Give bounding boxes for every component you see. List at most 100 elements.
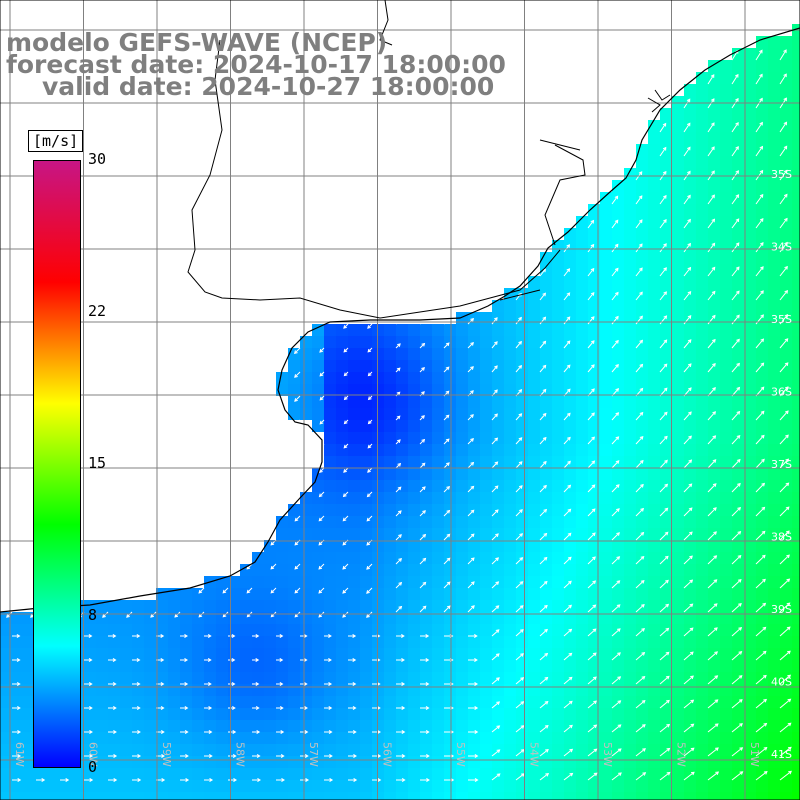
- wind-arrow: [779, 265, 788, 277]
- field-cell: [384, 444, 396, 456]
- field-cell: [648, 300, 660, 312]
- wind-arrow: [563, 484, 572, 493]
- field-cell: [744, 564, 756, 576]
- field-cell: [636, 708, 648, 720]
- field-cell: [552, 300, 564, 312]
- field-cell: [300, 792, 312, 800]
- field-cell: [144, 660, 156, 672]
- field-cell: [408, 540, 420, 552]
- field-cell: [324, 648, 336, 660]
- field-cell: [612, 516, 624, 528]
- field-cell: [288, 672, 300, 684]
- wind-arrow: [132, 730, 141, 734]
- wind-arrow: [563, 700, 573, 709]
- field-cell: [720, 132, 732, 144]
- field-cell: [744, 660, 756, 672]
- wind-arrow: [372, 706, 381, 710]
- wind-arrow: [539, 773, 550, 781]
- field-cell: [312, 708, 324, 720]
- field-cell: [456, 708, 468, 720]
- wind-arrow: [108, 634, 117, 638]
- field-cell: [792, 312, 800, 324]
- field-cell: [648, 336, 660, 348]
- field-cell: [648, 444, 660, 456]
- field-cell: [540, 540, 552, 552]
- coastline: [0, 27, 800, 613]
- field-cell: [240, 744, 252, 756]
- field-cell: [768, 204, 780, 216]
- wind-arrow: [300, 658, 308, 662]
- wind-arrow: [755, 410, 765, 421]
- field-cell: [792, 468, 800, 480]
- field-cell: [348, 360, 360, 372]
- field-cell: [672, 120, 684, 132]
- field-cell: [624, 348, 636, 360]
- field-cell: [588, 516, 600, 528]
- field-cell: [336, 432, 348, 444]
- field-cell: [480, 576, 492, 588]
- wind-arrow: [635, 195, 643, 205]
- field-cell: [396, 768, 408, 780]
- field-cell: [672, 672, 684, 684]
- wind-arrow: [539, 556, 548, 565]
- field-cell: [648, 240, 660, 252]
- field-cell: [696, 492, 708, 504]
- field-cell: [588, 780, 600, 792]
- field-cell: [624, 672, 636, 684]
- wind-arrow: [587, 676, 597, 685]
- field-cell: [96, 768, 108, 780]
- field-cell: [756, 684, 768, 696]
- field-cell: [600, 780, 612, 792]
- field-cell: [504, 636, 516, 648]
- wind-arrow: [467, 485, 475, 493]
- field-cell: [528, 792, 540, 800]
- field-cell: [384, 564, 396, 576]
- field-cell: [792, 456, 800, 468]
- field-cell: [396, 588, 408, 600]
- field-cell: [348, 480, 360, 492]
- wind-arrow: [659, 627, 670, 637]
- wind-arrow: [611, 676, 622, 685]
- wind-arrow: [683, 98, 691, 109]
- field-cell: [636, 564, 648, 576]
- field-cell: [360, 480, 372, 492]
- field-cell: [468, 636, 480, 648]
- field-cell: [744, 528, 756, 540]
- field-cell: [756, 348, 768, 360]
- field-cell: [696, 396, 708, 408]
- field-cell: [720, 756, 732, 768]
- field-cell: [576, 720, 588, 732]
- field-cell: [792, 144, 800, 156]
- field-cell: [444, 348, 456, 360]
- field-cell: [660, 684, 672, 696]
- field-cell: [480, 708, 492, 720]
- field-cell: [192, 780, 204, 792]
- field-cell: [720, 288, 732, 300]
- field-cell: [684, 792, 696, 800]
- field-cell: [768, 60, 780, 72]
- field-cell: [456, 648, 468, 660]
- field-cell: [12, 780, 24, 792]
- field-cell: [708, 180, 720, 192]
- field-cell: [168, 624, 180, 636]
- field-cell: [696, 660, 708, 672]
- field-cell: [276, 552, 288, 564]
- field-cell: [384, 588, 396, 600]
- field-cell: [600, 492, 612, 504]
- field-cell: [744, 516, 756, 528]
- field-cell: [300, 336, 312, 348]
- field-cell: [588, 444, 600, 456]
- field-cell: [684, 516, 696, 528]
- field-cell: [480, 540, 492, 552]
- field-cell: [204, 648, 216, 660]
- field-cell: [732, 96, 744, 108]
- field-cell: [612, 492, 624, 504]
- field-cell: [720, 360, 732, 372]
- field-cell: [276, 720, 288, 732]
- field-cell: [696, 252, 708, 264]
- field-cell: [588, 348, 600, 360]
- field-cell: [384, 720, 396, 732]
- field-cell: [456, 492, 468, 504]
- field-cell: [540, 708, 552, 720]
- field-cell: [180, 648, 192, 660]
